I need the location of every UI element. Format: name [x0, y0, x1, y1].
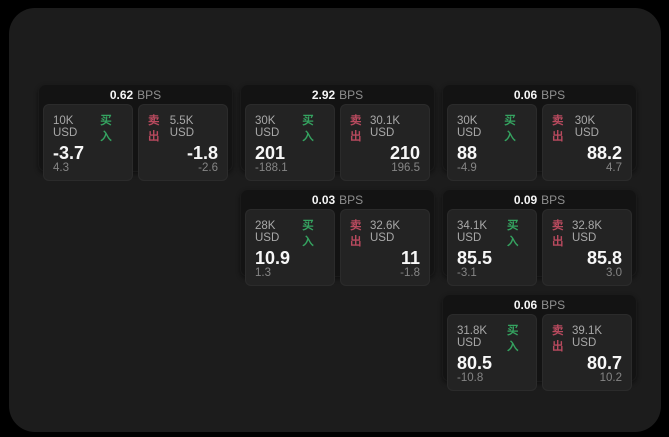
- buy-amount: 30K USD: [457, 115, 482, 139]
- buy-price: 85.5: [457, 248, 493, 268]
- bps-value: 2.92: [311, 88, 336, 102]
- buy-amount: 28K USD: [255, 220, 280, 244]
- sell-panel[interactable]: 卖出 5.5K USD -1.8 -2.6: [138, 104, 228, 181]
- buy-amount: 31.8K USD: [457, 325, 488, 349]
- sell-sub-value: -1.8: [400, 267, 420, 279]
- sell-label: 卖出: [148, 115, 160, 143]
- sell-sub-value: 3.0: [606, 267, 622, 279]
- sell-sub-value: 4.7: [606, 162, 622, 174]
- buy-panel[interactable]: 10K USD 买入 -3.7 4.3: [43, 104, 133, 181]
- sell-panel[interactable]: 卖出 39.1K USD 80.7 10.2: [542, 314, 632, 391]
- buy-label: 买入: [504, 115, 516, 143]
- buy-label: 买入: [100, 115, 112, 143]
- quote-card: 2.92 BPS 30K USD 买入 201 -188.1 卖出 30.1K …: [240, 84, 435, 181]
- bps-value: 0.62: [109, 88, 134, 102]
- buy-panel[interactable]: 30K USD 买入 88 -4.9: [447, 104, 537, 181]
- sell-amount: 32.6K USD: [370, 220, 401, 244]
- bps-unit: BPS: [541, 88, 566, 102]
- buy-sub-value: 1.3: [255, 267, 271, 279]
- buy-price: 201: [255, 143, 286, 163]
- sell-amount: 32.8K USD: [572, 220, 603, 244]
- quote-card: 0.03 BPS 28K USD 买入 10.9 1.3 卖出 32.6K US…: [240, 189, 435, 286]
- buy-panel[interactable]: 31.8K USD 买入 80.5 -10.8: [447, 314, 537, 391]
- buy-panel[interactable]: 28K USD 买入 10.9 1.3: [245, 209, 335, 286]
- buy-sub-value: -4.9: [457, 162, 477, 174]
- sell-label: 卖出: [552, 325, 564, 353]
- main-panel: 0.62 BPS 10K USD 买入 -3.7 4.3 卖出 5.5K USD: [9, 8, 661, 432]
- buy-panel[interactable]: 30K USD 买入 201 -188.1: [245, 104, 335, 181]
- quote-grid: 0.62 BPS 10K USD 买入 -3.7 4.3 卖出 5.5K USD: [38, 84, 637, 391]
- card-header: 2.92 BPS: [245, 88, 430, 102]
- card-header: 0.62 BPS: [43, 88, 228, 102]
- quote-card: 0.06 BPS 31.8K USD 买入 80.5 -10.8 卖出 39.1…: [442, 294, 637, 391]
- card-header: 0.03 BPS: [245, 193, 430, 207]
- buy-sub-value: -188.1: [255, 162, 288, 174]
- buy-label: 买入: [507, 220, 519, 248]
- bps-value: 0.09: [513, 193, 538, 207]
- buy-label: 买入: [507, 325, 519, 353]
- card-header: 0.06 BPS: [447, 298, 632, 312]
- buy-price: 88: [457, 143, 478, 163]
- buy-sub-value: -10.8: [457, 372, 484, 384]
- sell-label: 卖出: [350, 220, 362, 248]
- sell-sub-value: 196.5: [391, 162, 420, 174]
- sell-price: 11: [400, 248, 420, 268]
- sell-label: 卖出: [552, 115, 564, 143]
- sell-panel[interactable]: 卖出 32.6K USD 11 -1.8: [340, 209, 430, 286]
- sell-sub-value: 10.2: [599, 372, 622, 384]
- bps-unit: BPS: [541, 298, 566, 312]
- sell-price: 80.7: [586, 353, 622, 373]
- bps-value: 0.06: [513, 88, 538, 102]
- card-header: 0.09 BPS: [447, 193, 632, 207]
- sell-amount: 30K USD: [574, 115, 599, 139]
- sell-sub-value: -2.6: [198, 162, 218, 174]
- quote-card: 0.62 BPS 10K USD 买入 -3.7 4.3 卖出 5.5K USD: [38, 84, 233, 181]
- buy-price: 10.9: [255, 248, 291, 268]
- sell-label: 卖出: [552, 220, 564, 248]
- sell-amount: 5.5K USD: [169, 115, 194, 139]
- buy-amount: 10K USD: [53, 115, 78, 139]
- bps-unit: BPS: [339, 193, 364, 207]
- quote-card: 0.06 BPS 30K USD 买入 88 -4.9 卖出 30K USD: [442, 84, 637, 181]
- buy-price: -3.7: [53, 143, 85, 163]
- buy-label: 买入: [302, 115, 314, 143]
- buy-sub-value: 4.3: [53, 162, 69, 174]
- quote-card: 0.09 BPS 34.1K USD 买入 85.5 -3.1 卖出 32.8K…: [442, 189, 637, 286]
- buy-panel[interactable]: 34.1K USD 买入 85.5 -3.1: [447, 209, 537, 286]
- bps-unit: BPS: [541, 193, 566, 207]
- sell-label: 卖出: [350, 115, 362, 143]
- bps-value: 0.06: [513, 298, 538, 312]
- buy-amount: 34.1K USD: [457, 220, 488, 244]
- buy-sub-value: -3.1: [457, 267, 477, 279]
- sell-amount: 30.1K USD: [370, 115, 401, 139]
- sell-price: 210: [389, 143, 420, 163]
- card-header: 0.06 BPS: [447, 88, 632, 102]
- buy-price: 80.5: [457, 353, 493, 373]
- bps-value: 0.03: [311, 193, 336, 207]
- sell-price: -1.8: [186, 143, 218, 163]
- bps-unit: BPS: [339, 88, 364, 102]
- sell-price: 85.8: [586, 248, 622, 268]
- buy-label: 买入: [302, 220, 314, 248]
- sell-panel[interactable]: 卖出 32.8K USD 85.8 3.0: [542, 209, 632, 286]
- sell-amount: 39.1K USD: [572, 325, 603, 349]
- buy-amount: 30K USD: [255, 115, 280, 139]
- sell-panel[interactable]: 卖出 30K USD 88.2 4.7: [542, 104, 632, 181]
- sell-panel[interactable]: 卖出 30.1K USD 210 196.5: [340, 104, 430, 181]
- sell-price: 88.2: [586, 143, 622, 163]
- bps-unit: BPS: [137, 88, 162, 102]
